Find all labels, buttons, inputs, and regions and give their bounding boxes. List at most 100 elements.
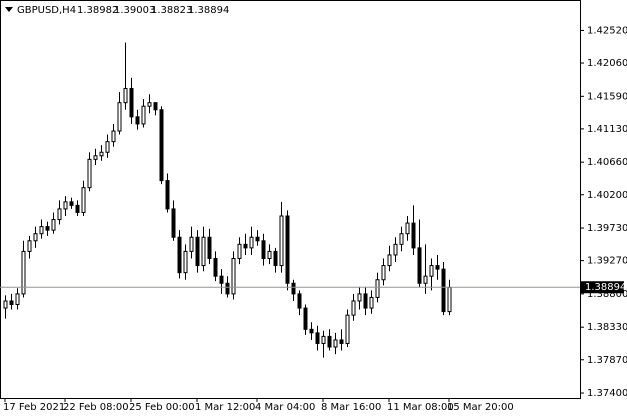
candle-body — [357, 293, 362, 302]
candle-body — [153, 102, 158, 111]
y-tick-label: 1.42060 — [587, 58, 627, 69]
symbol: GBPUSD,H4 — [17, 5, 76, 16]
candle-body — [21, 250, 26, 295]
candle-body — [261, 240, 266, 259]
candle-body — [363, 293, 368, 309]
candle-body — [387, 254, 392, 267]
candle-body — [321, 335, 326, 344]
candle-body — [243, 243, 248, 249]
candle-body — [381, 265, 386, 281]
candle-body — [207, 236, 212, 259]
header-value: 1.39003 — [114, 5, 155, 16]
candle-body — [177, 236, 182, 274]
candle-body — [435, 265, 440, 270]
candle-body — [297, 293, 302, 309]
y-tick-label: 1.39730 — [587, 223, 627, 234]
candle-body — [375, 279, 380, 298]
y-tick-label: 1.37400 — [587, 388, 627, 399]
y-tick-label: 1.38800 — [587, 289, 627, 300]
candle-body — [45, 226, 50, 231]
candle-body — [291, 282, 296, 295]
bid-label: 1.38894 — [585, 282, 626, 293]
x-tick-label: 11 Mar 08:00 — [387, 402, 454, 413]
candle-body — [405, 222, 410, 235]
candle-body — [123, 88, 128, 104]
candle-body — [99, 151, 104, 157]
candle-body — [189, 236, 194, 252]
candle-body — [111, 130, 116, 143]
candle-body — [171, 208, 176, 238]
candle-body — [93, 155, 98, 160]
candle-body — [441, 268, 446, 313]
menu-triangle[interactable] — [5, 7, 13, 12]
y-tick-label: 1.42520 — [587, 25, 627, 36]
candle-body — [183, 250, 188, 274]
candle-body — [201, 236, 206, 267]
candle-body — [345, 314, 350, 344]
candle-body — [165, 180, 170, 210]
candle-body — [81, 187, 86, 213]
y-tick-label: 1.37870 — [587, 355, 627, 366]
candle-body — [69, 201, 74, 206]
candle-body — [327, 335, 332, 348]
candle-body — [273, 250, 278, 267]
y-tick-label: 1.40200 — [587, 190, 627, 201]
candle-body — [33, 233, 38, 242]
candle-body — [87, 158, 92, 189]
candle-body — [315, 332, 320, 344]
candle-body — [105, 141, 110, 153]
candle-body — [423, 275, 428, 284]
candle-body — [267, 250, 272, 259]
candle-body — [285, 215, 290, 284]
candle-body — [15, 293, 20, 306]
y-tick-label: 1.38330 — [587, 322, 627, 333]
candle-body — [339, 339, 344, 344]
header-value: 1.38894 — [188, 5, 229, 16]
candle-body — [417, 247, 422, 284]
y-tick-label: 1.41590 — [587, 91, 627, 102]
x-tick-label: 17 Feb 2021 — [3, 402, 65, 413]
candle-body — [279, 215, 284, 267]
candle-body — [411, 222, 416, 249]
candle-body — [9, 300, 14, 306]
candle-body — [399, 233, 404, 245]
candle-body — [351, 300, 356, 316]
candle-body — [63, 201, 68, 210]
x-tick-label: 1 Mar 12:00 — [195, 402, 255, 413]
candle-body — [219, 275, 224, 284]
candle-body — [213, 257, 218, 277]
candle-body — [255, 236, 260, 242]
candle-body — [225, 282, 230, 295]
x-tick-label: 15 Mar 20:00 — [447, 402, 514, 413]
x-tick-label: 8 Mar 16:00 — [321, 402, 381, 413]
candle-body — [369, 296, 374, 309]
candle-body — [51, 219, 56, 231]
candle-body — [147, 102, 152, 107]
candle-body — [141, 105, 146, 125]
candle-body — [309, 328, 314, 334]
candle-body — [195, 236, 200, 267]
header-value: 1.38823 — [151, 5, 192, 16]
x-tick-label: 25 Feb 00:00 — [129, 402, 195, 413]
candle-body — [75, 204, 80, 213]
candle-body — [429, 265, 434, 277]
y-tick-label: 1.39270 — [587, 256, 627, 267]
header-value: 1.38982 — [77, 5, 118, 16]
candle-body — [303, 307, 308, 330]
plot-frame — [0, 0, 581, 399]
candle-body — [135, 116, 140, 125]
y-tick-label: 1.40660 — [587, 157, 627, 168]
candle-body — [333, 339, 338, 348]
candle-body — [129, 88, 134, 118]
x-tick-label: 22 Feb 08:00 — [63, 402, 129, 413]
candle-body — [117, 102, 122, 132]
candle-body — [231, 257, 236, 295]
candle-body — [27, 240, 32, 252]
candle-body — [237, 243, 242, 259]
candle-body — [57, 208, 62, 221]
candle-body — [393, 243, 398, 256]
candle-body — [159, 109, 164, 182]
y-tick-label: 1.41130 — [587, 124, 627, 135]
bid-label-box — [581, 281, 624, 294]
